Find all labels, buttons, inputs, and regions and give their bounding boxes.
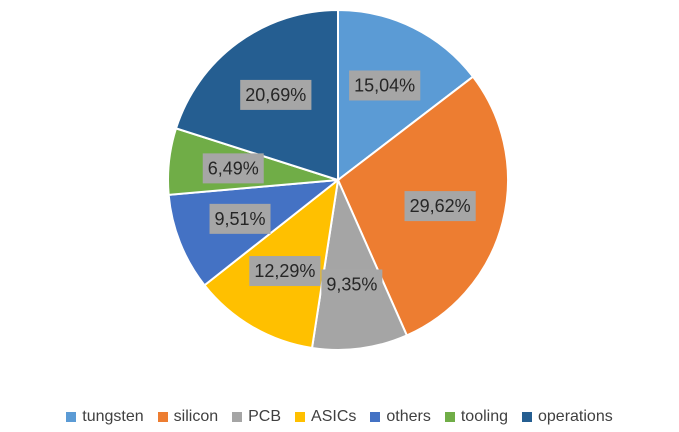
data-label-background [209, 203, 271, 234]
data-label-background [202, 153, 264, 184]
data-label-silicon: 29,62% [404, 191, 476, 222]
data-label-text: 15,04% [354, 75, 415, 95]
chart-legend: tungsten silicon PCB ASICs others tooling oper… [0, 405, 679, 429]
legend-label: ASICs [311, 408, 357, 425]
legend-label: operations [538, 408, 613, 425]
data-label-background [404, 191, 476, 222]
data-label-others: 9,51% [209, 203, 271, 234]
data-label-background [240, 79, 312, 110]
data-label-text: 6,49% [208, 158, 259, 178]
legend-item-others: others [370, 408, 431, 425]
legend-item-operations: operations [522, 409, 613, 425]
legend-label: silicon [173, 408, 219, 425]
legend-swatch [370, 412, 381, 422]
legend-swatch [157, 412, 168, 422]
legend-label: tooling [460, 408, 508, 425]
legend-item-tooling: tooling [444, 408, 508, 425]
data-label-background [249, 256, 321, 287]
data-label-operations: 20,69% [240, 79, 312, 110]
legend-swatch [522, 412, 532, 422]
legend-swatch [295, 412, 306, 422]
data-label-tooling: 6,49% [202, 153, 264, 184]
legend-label: PCB [248, 408, 282, 425]
legend-swatch [66, 412, 77, 422]
data-label-tungsten: 15,04% [349, 70, 421, 101]
data-label-text: 9,51% [214, 209, 265, 229]
legend-item-pcb: PCB [232, 409, 281, 425]
legend-item-tungsten: tungsten [66, 408, 144, 425]
legend-item-asics: ASICs [295, 409, 356, 425]
data-label-asics: 12,29% [249, 256, 321, 287]
legend-swatch [444, 412, 455, 422]
pie-data-labels: 15,04% 29,62% 9,35% 12,29% 9,51% 6,49% 20,69% [202, 70, 476, 300]
legend-item-silicon: silicon [157, 408, 219, 425]
data-label-text: 9,35% [326, 274, 377, 294]
data-label-text: 12,29% [254, 261, 315, 281]
data-label-text: 29,62% [410, 196, 471, 216]
data-label-background [321, 269, 383, 300]
legend-swatch [232, 412, 243, 422]
legend-label: others [386, 408, 431, 425]
data-label-background [349, 70, 421, 101]
pie-slice-pcb [310, 176, 409, 351]
legend-label: tungsten [82, 408, 144, 425]
data-label-pcb: 9,35% [321, 269, 383, 300]
data-label-text: 20,69% [245, 85, 306, 105]
